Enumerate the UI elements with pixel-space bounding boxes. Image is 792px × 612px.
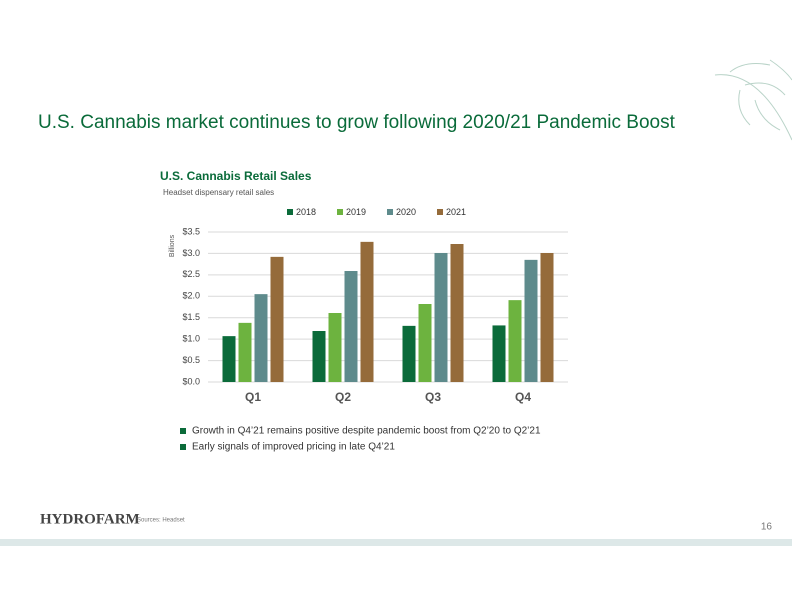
footer-band [0,539,792,546]
source: Sources: Headset [137,518,185,524]
logo: HYDROFARM [40,511,140,527]
y-tick-label: $3.0 [182,248,200,258]
leaf-decoration [714,59,792,141]
bar [360,241,374,382]
y-axis-label: Billions [169,234,176,257]
bar [222,336,236,382]
y-tick-label: $1.0 [182,334,200,344]
x-tick-label: Q3 [425,390,441,404]
legend-label: 2021 [446,207,466,217]
legend-swatch [387,209,393,215]
bar [450,244,464,382]
x-tick-label: Q1 [245,390,261,404]
bar [540,253,554,382]
y-tick-label: $2.0 [182,291,200,301]
legend-swatch [437,209,443,215]
y-tick-label: $3.5 [182,226,200,236]
slide-title: U.S. Cannabis market continues to grow f… [38,112,676,133]
bullet-text: Early signals of improved pricing in lat… [192,442,395,453]
bar [418,304,432,382]
chart-title: U.S. Cannabis Retail Sales [160,169,312,183]
bar [238,322,252,382]
bar [344,271,358,382]
bullet-icon [180,428,186,434]
bar [328,313,342,382]
legend-swatch [287,209,293,215]
bar [492,325,506,382]
bar [524,259,538,382]
bar [402,325,416,382]
chart-subtitle: Headset dispensary retail sales [163,188,274,197]
bar [270,256,284,382]
bullet-icon [180,444,186,450]
bullet-text: Growth in Q4’21 remains positive despite… [192,426,541,437]
x-tick-label: Q2 [335,390,351,404]
bar [434,253,448,382]
page-number: 16 [761,522,773,533]
y-tick-label: $1.5 [182,312,200,322]
y-tick-label: $0.0 [182,376,200,386]
bar [254,294,268,382]
x-tick-label: Q4 [515,390,531,404]
y-tick-label: $0.5 [182,355,200,365]
legend-label: 2020 [396,207,416,217]
legend-label: 2018 [296,207,316,217]
legend-swatch [337,209,343,215]
y-tick-label: $2.5 [182,269,200,279]
bar [312,331,326,382]
bar [508,300,522,382]
legend-label: 2019 [346,207,366,217]
